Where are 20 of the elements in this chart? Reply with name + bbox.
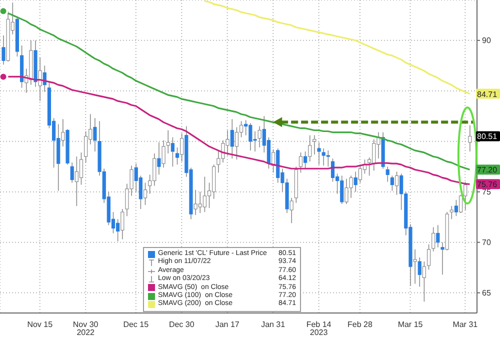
x-tick-label: Feb 28: [348, 320, 373, 329]
data-label: 75.76: [477, 180, 498, 190]
data-label: 84.71: [477, 90, 498, 99]
text: 2022: [76, 328, 96, 337]
x-tick-label: Jan 31: [261, 320, 286, 329]
x-tick-label: Mar 31: [452, 320, 478, 329]
text: 80.51: [477, 132, 498, 142]
y-tick-label: 90: [482, 36, 492, 46]
x-tick-label: Mar 15: [398, 320, 424, 329]
x-tick-label: Jan 17: [215, 320, 240, 329]
x-tick-label: Dec 30: [168, 320, 195, 329]
x-tick-label: Feb 14: [306, 320, 332, 329]
data-label: 77.20: [477, 166, 498, 175]
y-tick-label: 75: [482, 188, 492, 197]
x-tick-label: Nov 15: [27, 320, 54, 329]
x-tick-label: Nov 30: [72, 320, 99, 329]
y-tick-label: 65: [482, 288, 492, 298]
x-tick-label: Dec 15: [123, 320, 150, 329]
y-tick-label: 70: [482, 238, 492, 248]
text: 2023: [310, 328, 328, 337]
